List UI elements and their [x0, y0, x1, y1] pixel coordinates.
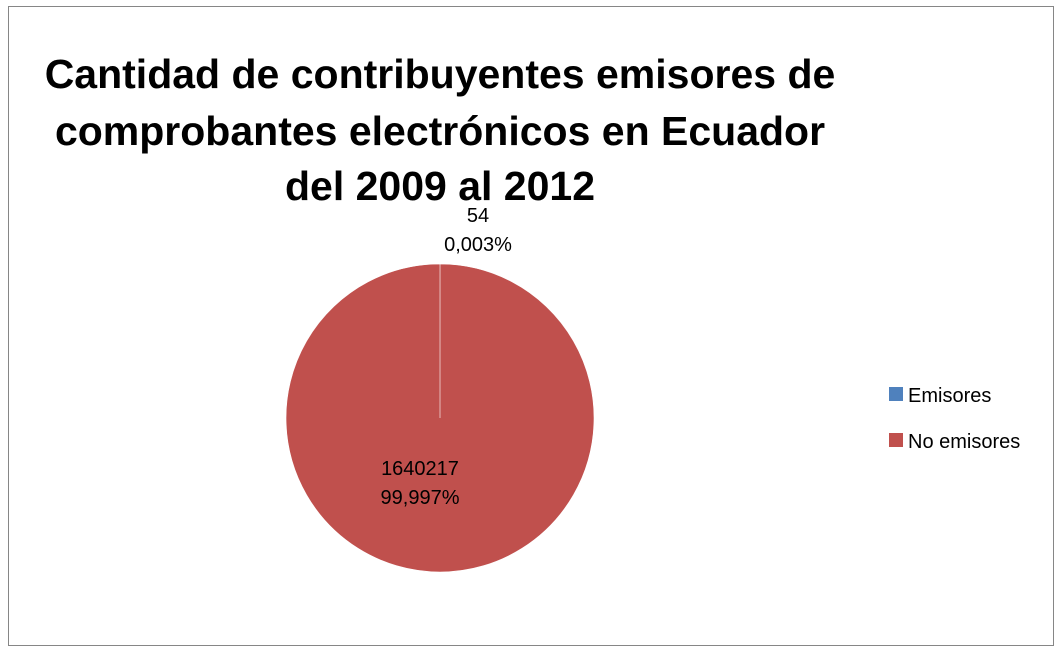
- legend: Emisores No emisores: [889, 385, 1020, 453]
- data-label-emisores-percent: 0,003%: [444, 234, 512, 256]
- chart-title-line-3: del 2009 al 2012: [285, 163, 595, 209]
- legend-swatch-no-emisores: [889, 433, 903, 447]
- legend-swatch-emisores: [889, 387, 903, 401]
- data-label-no-emisores-percent: 99,997%: [381, 487, 460, 509]
- data-label-emisores-value: 54: [467, 205, 489, 227]
- legend-label-emisores: Emisores: [908, 385, 991, 407]
- chart-title-line-1: Cantidad de contribuyentes emisores de: [45, 51, 836, 97]
- pie-slices: [286, 264, 594, 572]
- chart-title-line-2: comprobantes electrónicos en Ecuador: [55, 108, 825, 154]
- legend-item-emisores: Emisores: [889, 385, 991, 407]
- chart-title: Cantidad de contribuyentes emisores de c…: [45, 51, 836, 209]
- legend-label-no-emisores: No emisores: [908, 431, 1020, 453]
- pie-chart: Cantidad de contribuyentes emisores de c…: [0, 0, 1060, 620]
- pie-slice-no-emisores: [286, 264, 594, 572]
- legend-item-no-emisores: No emisores: [889, 431, 1020, 453]
- data-label-no-emisores-value: 1640217: [381, 458, 459, 480]
